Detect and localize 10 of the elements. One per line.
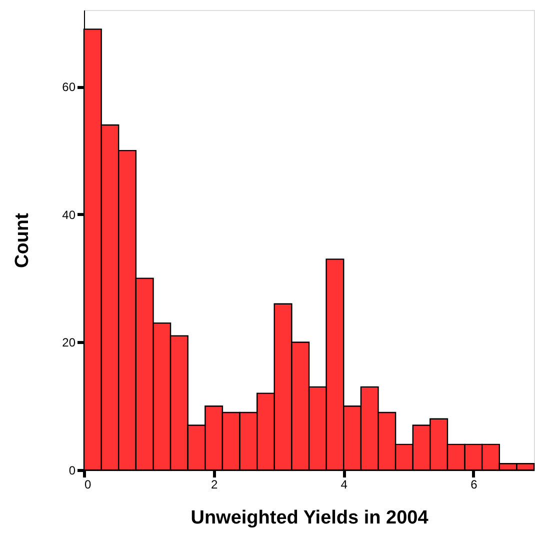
x-axis-title: Unweighted Yields in 2004 — [190, 508, 429, 528]
y-tick-label: 20 — [62, 336, 76, 350]
x-tick-label: 6 — [470, 478, 478, 492]
x-tick-label: 0 — [84, 478, 92, 492]
y-axis-title: Count — [12, 212, 34, 268]
y-tick-label: 40 — [62, 208, 76, 222]
y-tick-label: 0 — [68, 464, 76, 478]
y-tick-label: 60 — [62, 80, 76, 94]
x-tick-label: 4 — [340, 478, 348, 492]
x-tick-label: 2 — [210, 478, 218, 492]
